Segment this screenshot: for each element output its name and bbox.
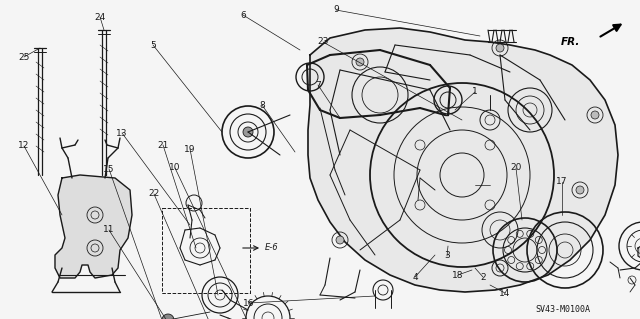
Text: 4: 4 bbox=[412, 272, 418, 281]
Bar bbox=[162, 208, 250, 293]
Text: 7: 7 bbox=[315, 80, 321, 90]
Text: 20: 20 bbox=[510, 164, 522, 173]
Text: 17: 17 bbox=[556, 177, 568, 187]
Text: SV43-M0100A: SV43-M0100A bbox=[535, 306, 590, 315]
Circle shape bbox=[162, 314, 174, 319]
Text: 10: 10 bbox=[169, 164, 180, 173]
Circle shape bbox=[496, 44, 504, 52]
Text: E-6: E-6 bbox=[265, 243, 278, 253]
Polygon shape bbox=[308, 28, 618, 292]
Text: 6: 6 bbox=[240, 11, 246, 19]
Text: 23: 23 bbox=[317, 38, 329, 47]
Circle shape bbox=[356, 58, 364, 66]
Text: 21: 21 bbox=[157, 140, 169, 150]
Text: 14: 14 bbox=[499, 288, 511, 298]
Text: 12: 12 bbox=[19, 142, 29, 151]
Text: 25: 25 bbox=[19, 53, 29, 62]
Text: 1: 1 bbox=[472, 87, 478, 97]
Circle shape bbox=[243, 127, 253, 137]
Text: 19: 19 bbox=[184, 145, 196, 153]
Text: 9: 9 bbox=[333, 5, 339, 14]
Text: 8: 8 bbox=[259, 100, 265, 109]
Text: 2: 2 bbox=[480, 272, 486, 281]
Text: 22: 22 bbox=[148, 189, 159, 198]
Circle shape bbox=[576, 186, 584, 194]
Polygon shape bbox=[638, 244, 640, 260]
Text: 18: 18 bbox=[452, 271, 464, 279]
Text: 15: 15 bbox=[103, 165, 115, 174]
Circle shape bbox=[336, 236, 344, 244]
Polygon shape bbox=[55, 175, 132, 278]
Text: 5: 5 bbox=[150, 41, 156, 49]
Text: FR.: FR. bbox=[561, 37, 580, 47]
Text: 3: 3 bbox=[444, 251, 450, 261]
Circle shape bbox=[591, 111, 599, 119]
Text: 16: 16 bbox=[243, 299, 255, 308]
Text: 24: 24 bbox=[94, 12, 106, 21]
Text: 11: 11 bbox=[103, 226, 115, 234]
Text: 13: 13 bbox=[116, 129, 128, 137]
